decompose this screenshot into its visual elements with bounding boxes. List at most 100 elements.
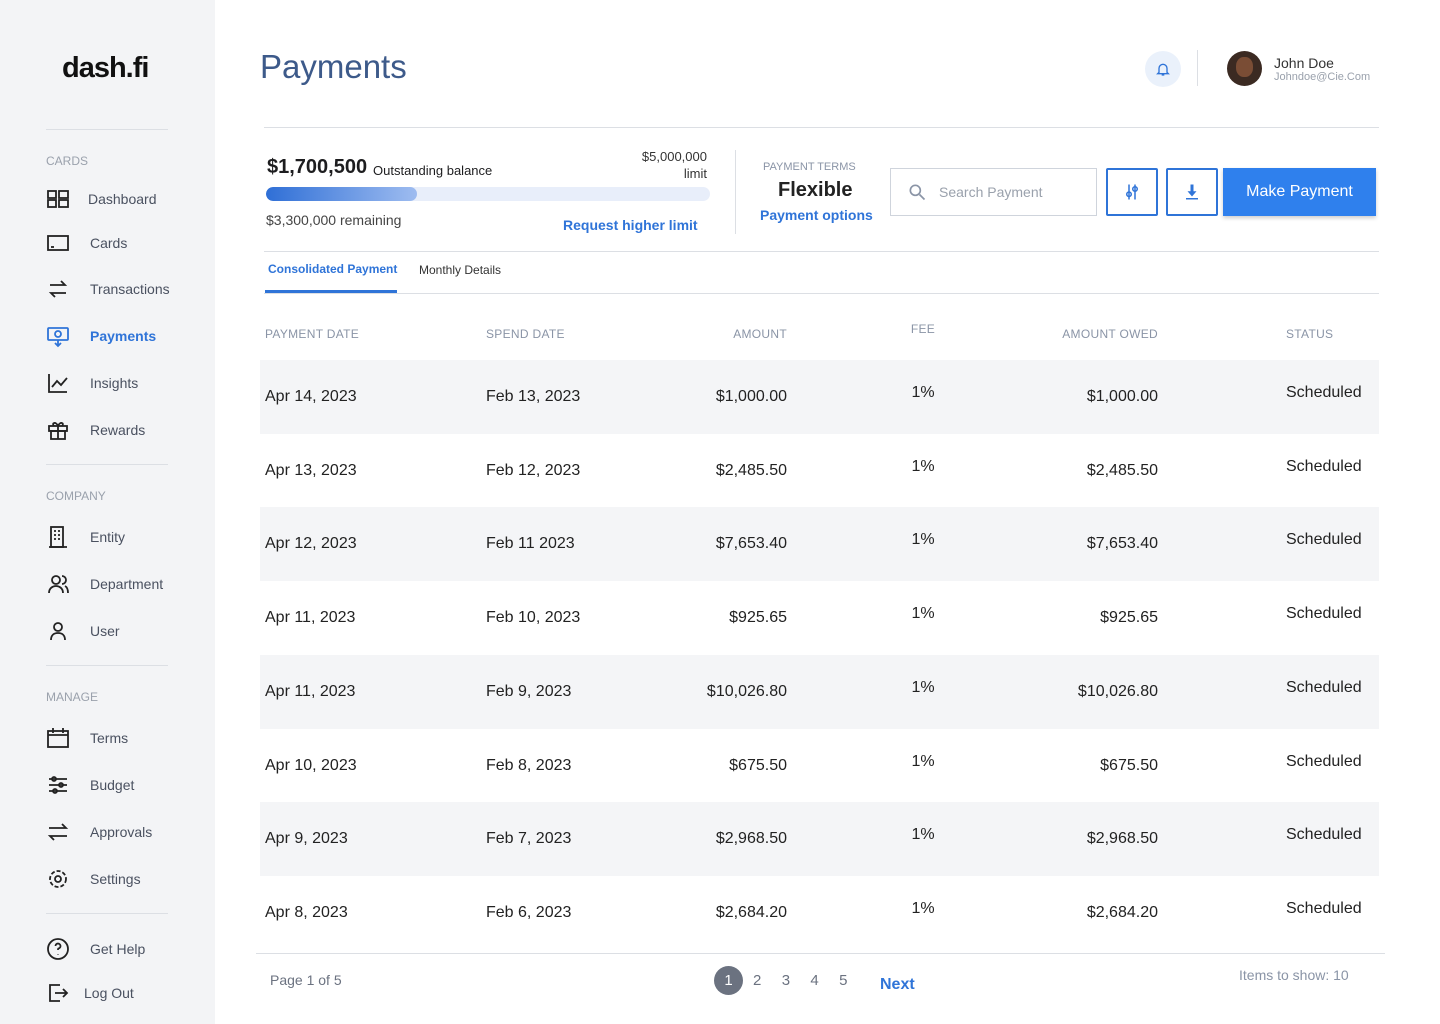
- table-cell: $7,653.40: [715, 535, 787, 553]
- search-placeholder: Search Payment: [939, 184, 1043, 200]
- table-cell: $675.50: [729, 756, 787, 774]
- items-to-show[interactable]: Items to show: 10: [1239, 967, 1349, 983]
- nav-item[interactable]: Entity: [46, 525, 125, 549]
- table-cell: Apr 14, 2023: [265, 388, 357, 405]
- table-cell: $925.65: [1100, 609, 1158, 627]
- page-button[interactable]: 3: [781, 972, 791, 989]
- nav-item[interactable]: Settings: [46, 867, 141, 891]
- nav-label: Insights: [90, 375, 139, 391]
- nav-item[interactable]: Insights: [46, 371, 138, 395]
- nav-item[interactable]: Payments: [46, 324, 156, 348]
- nav-item[interactable]: Department: [46, 572, 163, 596]
- table-cell: $2,684.20: [1086, 903, 1158, 921]
- table-cell: Feb 6, 2023: [486, 903, 572, 921]
- column-header: PAYMENT DATE: [265, 327, 360, 341]
- table-cell: 1%: [911, 752, 935, 770]
- table-row[interactable]: [260, 581, 1379, 655]
- page-button[interactable]: 2: [753, 972, 762, 989]
- avatar[interactable]: [1227, 51, 1262, 86]
- table-cell: Feb 8, 2023: [486, 756, 572, 774]
- table-cell: 1%: [911, 384, 935, 401]
- table-cell: Apr 9, 2023: [265, 830, 348, 848]
- page-button[interactable]: 1: [714, 966, 743, 995]
- nav-item[interactable]: Cards: [46, 231, 127, 255]
- limit-label: limit: [683, 166, 707, 181]
- table-cell: 1%: [911, 605, 935, 623]
- page-button[interactable]: 4: [810, 972, 819, 989]
- nav-label: Budget: [90, 777, 135, 793]
- page-info: Page 1 of 5: [270, 972, 342, 988]
- column-header: SPEND DATE: [486, 327, 565, 341]
- table-cell: Scheduled: [1286, 678, 1362, 696]
- table-cell: Feb 10, 2023: [486, 609, 581, 627]
- search-box[interactable]: Search Payment: [890, 168, 1097, 216]
- table-cell: $1,000.00: [1086, 388, 1158, 405]
- table-cell: 1%: [911, 678, 935, 696]
- table-row[interactable]: [260, 507, 1379, 582]
- nav-item[interactable]: Get Help: [46, 937, 145, 961]
- logo: dash.fi: [62, 52, 149, 84]
- table-row[interactable]: [260, 654, 1379, 729]
- table-row[interactable]: [260, 876, 1379, 950]
- table-cell: Feb 12, 2023: [486, 461, 581, 479]
- nav-item[interactable]: Dashboard: [46, 187, 157, 211]
- notification-button[interactable]: [1145, 51, 1181, 87]
- request-limit-link[interactable]: Request higher limit: [563, 217, 698, 233]
- nav-label: Dashboard: [88, 191, 157, 207]
- nav-label: Settings: [90, 871, 141, 887]
- divider: [264, 251, 1379, 252]
- nav-item[interactable]: Log Out: [46, 981, 134, 1005]
- nav-label: Terms: [90, 730, 129, 746]
- page-button[interactable]: 5: [839, 972, 848, 989]
- divider: [1197, 50, 1198, 86]
- payment-options-link[interactable]: Payment options: [760, 207, 873, 223]
- nav-item[interactable]: Terms: [46, 726, 128, 750]
- column-header: FEE: [910, 322, 936, 336]
- section-title: MANAGE: [46, 690, 99, 704]
- nav-item[interactable]: User: [46, 619, 120, 643]
- progress-fill: [266, 187, 417, 201]
- table-cell: 1%: [911, 899, 935, 917]
- table-cell: Feb 9, 2023: [486, 682, 572, 700]
- table-cell: $7,653.40: [1086, 535, 1158, 553]
- nav-item[interactable]: Transactions: [46, 277, 170, 301]
- table-cell: Scheduled: [1286, 752, 1362, 770]
- table-cell: Feb 13, 2023: [486, 388, 581, 405]
- table-cell: Scheduled: [1286, 826, 1362, 844]
- nav-label: Cards: [90, 235, 128, 251]
- table-cell: Apr 10, 2023: [265, 756, 357, 774]
- tab[interactable]: Consolidated Payment: [268, 262, 398, 276]
- table-row[interactable]: [260, 729, 1379, 803]
- user-email: Johndoe@Cie.Com: [1274, 71, 1371, 83]
- table-cell: Scheduled: [1286, 899, 1362, 917]
- progress-track: [266, 187, 710, 201]
- filter-button[interactable]: [1106, 168, 1158, 216]
- next-button[interactable]: Next: [880, 976, 915, 993]
- tab[interactable]: Monthly Details: [419, 263, 502, 277]
- outstanding-label: Outstanding balance: [373, 163, 493, 178]
- table-row[interactable]: [260, 360, 1379, 434]
- nav-item[interactable]: Rewards: [46, 418, 145, 442]
- table-cell: Scheduled: [1286, 384, 1362, 401]
- table-row[interactable]: [260, 434, 1379, 508]
- divider: [46, 129, 168, 130]
- tab-indicator: [265, 290, 397, 293]
- table-cell: Scheduled: [1286, 605, 1362, 623]
- nav-item[interactable]: Budget: [46, 773, 134, 797]
- nav-label: Log Out: [84, 985, 134, 1001]
- nav-item[interactable]: Approvals: [46, 820, 152, 844]
- download-button[interactable]: [1166, 168, 1218, 216]
- table-cell: 1%: [911, 457, 935, 475]
- divider: [264, 127, 1379, 128]
- nav-label: Payments: [90, 328, 157, 344]
- table-cell: $2,485.50: [1086, 461, 1158, 479]
- nav-label: User: [90, 623, 120, 639]
- make-payment-button[interactable]: Make Payment: [1223, 168, 1376, 216]
- divider: [46, 913, 168, 914]
- table-row[interactable]: [260, 802, 1379, 877]
- table-cell: $2,968.50: [1086, 830, 1158, 848]
- table-cell: Apr 13, 2023: [265, 461, 357, 479]
- terms-value: Flexible: [778, 179, 853, 201]
- table-cell: $2,968.50: [715, 830, 787, 848]
